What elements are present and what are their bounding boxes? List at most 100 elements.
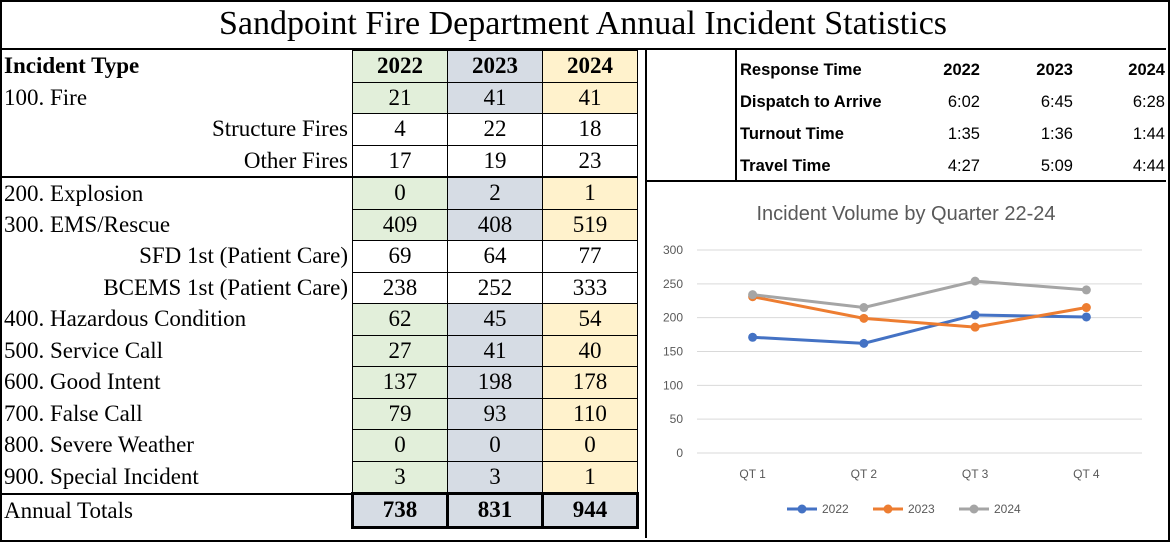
response-value: 6:28 (1132, 93, 1165, 111)
divider (645, 180, 1166, 182)
response-row: Travel Time 4:27 5:09 4:44 (740, 150, 1166, 182)
response-value: 1:35 (947, 125, 980, 143)
legend-marker (883, 504, 893, 514)
row-label: 400. Hazardous Condition (4, 306, 247, 332)
row-value: 238 (352, 271, 448, 304)
response-value: 6:02 (947, 93, 980, 111)
table-row: SFD 1st (Patient Care) 69 64 77 (0, 240, 638, 273)
response-value: 5:09 (1040, 157, 1073, 175)
response-label: Dispatch to Arrive (740, 93, 882, 111)
row-label: BCEMS 1st (Patient Care) (103, 274, 348, 300)
row-value: 178 (542, 366, 638, 399)
row-value: 18 (542, 113, 638, 146)
row-value: 137 (352, 366, 448, 399)
table-row: 800. Severe Weather 0 0 0 (0, 429, 638, 462)
y-tick-label: 0 (676, 446, 683, 460)
row-value: 77 (542, 240, 638, 273)
chart-title: Incident Volume by Quarter 22-24 (756, 203, 1055, 225)
data-point (859, 303, 869, 313)
totals-label: Annual Totals (0, 492, 353, 527)
row-value: 93 (447, 397, 543, 430)
x-tick-label: QT 1 (739, 467, 766, 481)
table-row: 500. Service Call 27 41 40 (0, 334, 638, 367)
row-value: 22 (447, 113, 543, 146)
row-label: Structure Fires (211, 116, 348, 142)
row-value: 23 (542, 144, 638, 178)
response-time-table: Response Time 2022 2023 2024 Dispatch to Arr… (740, 54, 1166, 182)
legend-label: 2022 (822, 502, 849, 516)
row-label: 900. Special Incident (4, 463, 199, 489)
row-value: 1 (542, 176, 638, 210)
row-value: 3 (352, 460, 448, 494)
data-point (1081, 285, 1091, 295)
table-row: 100. Fire 21 41 41 (0, 81, 638, 114)
x-tick-label: QT 2 (851, 467, 878, 481)
header-year: 2022 (352, 50, 448, 83)
legend-label: 2023 (908, 502, 935, 516)
row-value: 19 (447, 144, 543, 178)
response-label: Turnout Time (740, 125, 844, 143)
data-point (1081, 312, 1091, 322)
row-value: 45 (447, 303, 543, 336)
row-value: 41 (542, 81, 638, 114)
row-value: 0 (447, 429, 543, 462)
row-value: 0 (352, 176, 448, 210)
table-row: 400. Hazardous Condition 62 45 54 (0, 303, 638, 336)
row-label: 100. Fire (4, 84, 88, 110)
row-value: 519 (542, 208, 638, 241)
row-value: 27 (352, 334, 448, 367)
row-label: 800. Severe Weather (4, 432, 194, 458)
response-year: 2023 (1036, 61, 1073, 79)
row-value: 198 (447, 366, 543, 399)
row-label: Other Fires (243, 147, 348, 173)
row-label: 700. False Call (4, 400, 143, 426)
response-header-row: Response Time 2022 2023 2024 (740, 54, 1166, 86)
response-year: 2024 (1128, 61, 1165, 79)
table-row: 900. Special Incident 3 3 1 (0, 460, 638, 494)
response-year: 2022 (943, 61, 980, 79)
row-value: 21 (352, 81, 448, 114)
row-label: 200. Explosion (0, 176, 353, 209)
series-line-2023 (752, 295, 1087, 329)
data-point (859, 338, 869, 348)
table-header-row: Incident Type 2022 2023 2024 (0, 50, 638, 83)
divider (645, 50, 647, 538)
incident-table: Incident Type 2022 2023 2024 100. Fire 21 41 41… (0, 50, 639, 529)
table-row: Structure Fires 4 22 18 (0, 113, 638, 146)
header-year: 2023 (447, 50, 543, 83)
response-value: 4:27 (947, 157, 980, 175)
row-value: 79 (352, 397, 448, 430)
row-value: 252 (447, 271, 543, 304)
row-value: 54 (542, 303, 638, 336)
legend-marker (797, 504, 807, 514)
response-value: 1:44 (1132, 125, 1165, 143)
header-label: Incident Type (4, 53, 140, 79)
row-value: 1 (542, 460, 638, 494)
data-point (748, 332, 758, 342)
total-value: 944 (541, 492, 639, 529)
y-tick-label: 150 (663, 345, 683, 359)
response-label: Travel Time (740, 157, 831, 175)
table-row: 600. Good Intent 137 198 178 (0, 366, 638, 399)
data-point (748, 290, 758, 300)
row-label: 500. Service Call (4, 337, 164, 363)
row-value: 41 (447, 81, 543, 114)
table-row: 300. EMS/Rescue 409 408 519 (0, 208, 638, 241)
row-value: 41 (447, 334, 543, 367)
legend-marker (969, 504, 979, 514)
row-value: 333 (542, 271, 638, 304)
data-point (970, 276, 980, 286)
legend-label: 2024 (994, 502, 1021, 516)
row-value: 409 (352, 208, 448, 241)
series-line-2022 (752, 313, 1087, 345)
table-row: BCEMS 1st (Patient Care) 238 252 333 (0, 271, 638, 304)
y-tick-label: 50 (670, 412, 684, 426)
row-value: 17 (352, 144, 448, 178)
y-tick-label: 200 (663, 311, 683, 325)
data-point (859, 313, 869, 323)
x-tick-label: QT 3 (962, 467, 989, 481)
series-line-2024 (752, 279, 1087, 310)
row-value: 62 (352, 303, 448, 336)
response-value: 1:36 (1040, 125, 1073, 143)
response-label: Response Time (740, 61, 862, 79)
